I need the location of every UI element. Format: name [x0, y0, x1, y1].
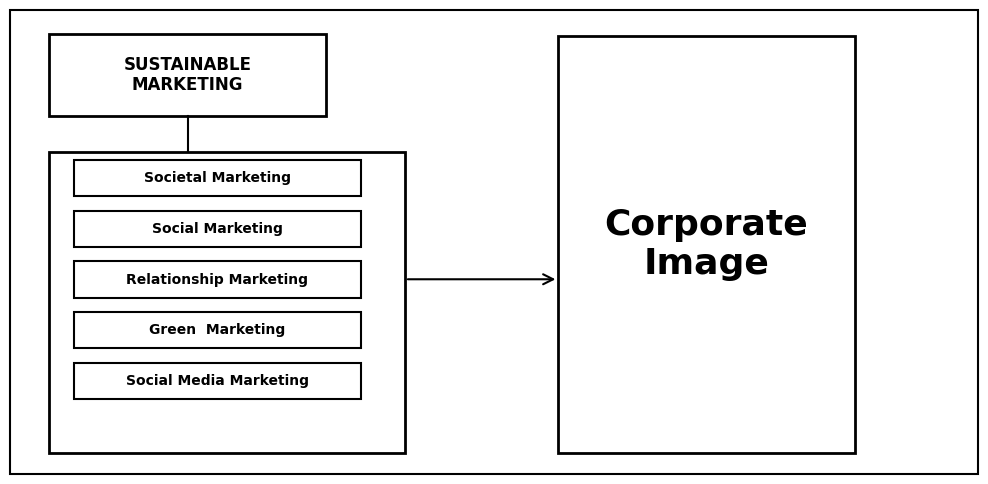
- Bar: [74, 211, 361, 247]
- Text: Societal Marketing: Societal Marketing: [144, 171, 290, 185]
- Text: Corporate
Image: Corporate Image: [605, 208, 808, 281]
- Bar: [74, 261, 361, 298]
- Text: SUSTAINABLE
MARKETING: SUSTAINABLE MARKETING: [124, 56, 252, 94]
- Bar: [49, 34, 326, 116]
- Bar: [558, 36, 855, 453]
- Text: Social Media Marketing: Social Media Marketing: [125, 374, 309, 388]
- Bar: [74, 160, 361, 196]
- Bar: [49, 152, 405, 453]
- Text: Relationship Marketing: Relationship Marketing: [126, 272, 308, 287]
- Bar: [74, 312, 361, 348]
- Text: Green  Marketing: Green Marketing: [149, 323, 286, 337]
- Bar: [74, 363, 361, 399]
- Text: Social Marketing: Social Marketing: [152, 222, 283, 236]
